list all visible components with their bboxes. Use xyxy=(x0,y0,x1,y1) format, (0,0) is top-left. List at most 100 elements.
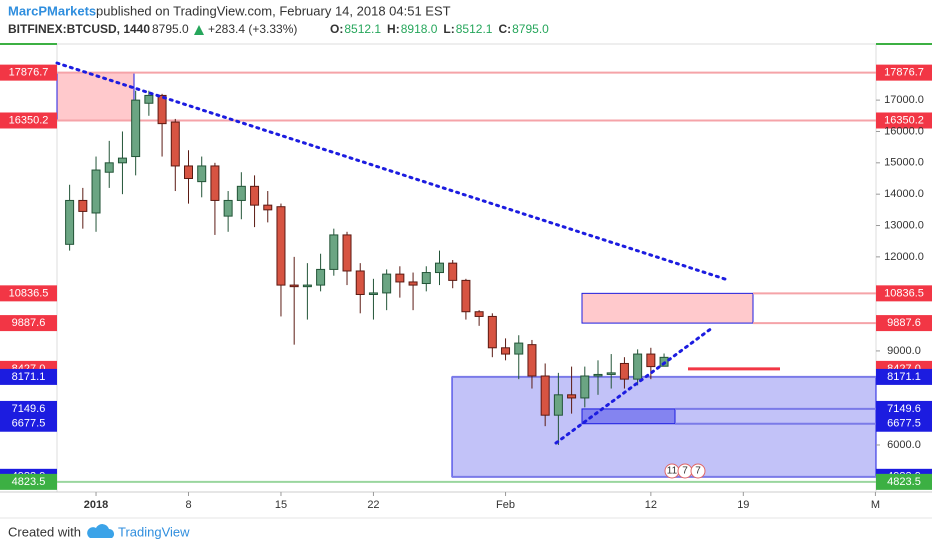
price-label: 8171.1 xyxy=(12,371,46,383)
candle-body xyxy=(329,234,339,270)
price-box xyxy=(0,64,57,81)
price-box xyxy=(0,415,57,432)
candle-body xyxy=(593,373,603,377)
candle-body xyxy=(170,121,180,167)
price-box xyxy=(876,415,932,432)
candle-body xyxy=(633,353,643,380)
candle-body xyxy=(342,234,352,272)
logo xyxy=(87,524,114,538)
y-tick-label: 9000.0 xyxy=(887,345,921,357)
y-tick-label: 14000.0 xyxy=(884,188,924,200)
event-label: 7 xyxy=(695,466,701,477)
candle-body xyxy=(540,375,550,416)
price-label: 6677.5 xyxy=(887,418,921,430)
symbol: BITFINEX:BTCUSD, 1440 xyxy=(8,22,150,36)
price-label: 6677.5 xyxy=(12,418,46,430)
candle-body xyxy=(553,394,563,416)
ohlc-value: 8512.1 xyxy=(456,22,493,36)
x-tick-label: 22 xyxy=(367,499,379,511)
price-box xyxy=(0,112,57,129)
price-label: 17876.7 xyxy=(9,67,49,79)
price-label: 4823.5 xyxy=(12,476,46,488)
candle-body xyxy=(461,279,471,313)
y-tick-label: 17000.0 xyxy=(884,94,924,106)
x-tick-label: Feb xyxy=(496,499,515,511)
price-label: 9887.6 xyxy=(887,317,921,329)
candle-body xyxy=(368,292,378,295)
price-box xyxy=(0,315,57,332)
candle-body xyxy=(117,157,127,164)
candle-body xyxy=(606,372,616,375)
price-box xyxy=(0,473,57,490)
ohlc-key: C: xyxy=(498,22,511,36)
ohlc-key: L: xyxy=(443,22,454,36)
trendline xyxy=(554,326,714,445)
published: published on TradingView.com, February 1… xyxy=(96,3,451,18)
x-tick-label: 19 xyxy=(737,499,749,511)
candle-body xyxy=(65,199,75,245)
price-box xyxy=(876,368,932,385)
candle-body xyxy=(646,353,656,368)
event-label: 7 xyxy=(682,466,688,477)
ohlc-value: 8512.1 xyxy=(344,22,381,36)
brand[interactable]: TradingView xyxy=(118,524,190,539)
author[interactable]: MarcPMarkets xyxy=(8,3,96,18)
zone xyxy=(581,408,676,425)
y-tick-label: 15000.0 xyxy=(884,157,924,169)
candle-body xyxy=(527,344,537,377)
candle-body xyxy=(434,262,444,274)
candle-body xyxy=(210,165,220,201)
candle-body xyxy=(421,272,431,285)
candle-body xyxy=(250,185,260,206)
price-box xyxy=(876,400,932,417)
y-tick-label: 16000.0 xyxy=(884,125,924,137)
price-box xyxy=(0,368,57,385)
candle-body xyxy=(263,204,273,211)
candle-body xyxy=(157,94,167,125)
price-label: 7149.6 xyxy=(12,403,46,415)
price-box xyxy=(876,112,932,129)
candle-body xyxy=(302,284,312,288)
price-label: 4823.5 xyxy=(887,476,921,488)
price-box xyxy=(0,285,57,302)
y-tick-label: 12000.0 xyxy=(884,251,924,263)
zone xyxy=(581,292,754,324)
ohlc-key: O: xyxy=(330,22,343,36)
x-tick-label: 12 xyxy=(645,499,657,511)
price-box xyxy=(876,64,932,81)
x-tick-label: 8 xyxy=(185,499,191,511)
candle-body xyxy=(355,270,365,295)
price-label: 9887.6 xyxy=(12,317,46,329)
candle-body xyxy=(619,362,629,380)
x-tick-label: 2018 xyxy=(84,499,108,511)
candle-body xyxy=(580,375,590,399)
created-with: Created with xyxy=(8,524,81,539)
x-tick-label: 15 xyxy=(275,499,287,511)
y-tick-label: 13000.0 xyxy=(884,219,924,231)
candle-body xyxy=(144,94,154,104)
candle-body xyxy=(184,165,193,179)
trendline xyxy=(55,61,730,282)
candle-body xyxy=(91,169,101,214)
last-price: 8795.0 xyxy=(152,22,189,36)
zone xyxy=(56,72,135,121)
price-label: 7149.6 xyxy=(887,403,921,415)
candle-body xyxy=(382,273,392,294)
price-label: 8171.1 xyxy=(887,371,921,383)
candle-body xyxy=(501,347,511,355)
candle-body xyxy=(276,206,286,286)
pane xyxy=(56,43,877,493)
ohlc-value: 8795.0 xyxy=(512,22,549,36)
price-box xyxy=(876,315,932,332)
up-arrow xyxy=(194,25,204,35)
ohlc-key: H: xyxy=(387,22,400,36)
candle-body xyxy=(104,162,114,173)
candle-body xyxy=(474,311,484,317)
price-box xyxy=(876,473,932,490)
price-label: 16350.2 xyxy=(9,114,49,126)
candle-body xyxy=(197,165,207,183)
event-label: 11 xyxy=(667,466,678,477)
candle-body xyxy=(316,268,326,286)
ohlc: O: 8512.1 H: 8918.0 L: 8512.1 C: 8795.0 xyxy=(330,22,549,36)
